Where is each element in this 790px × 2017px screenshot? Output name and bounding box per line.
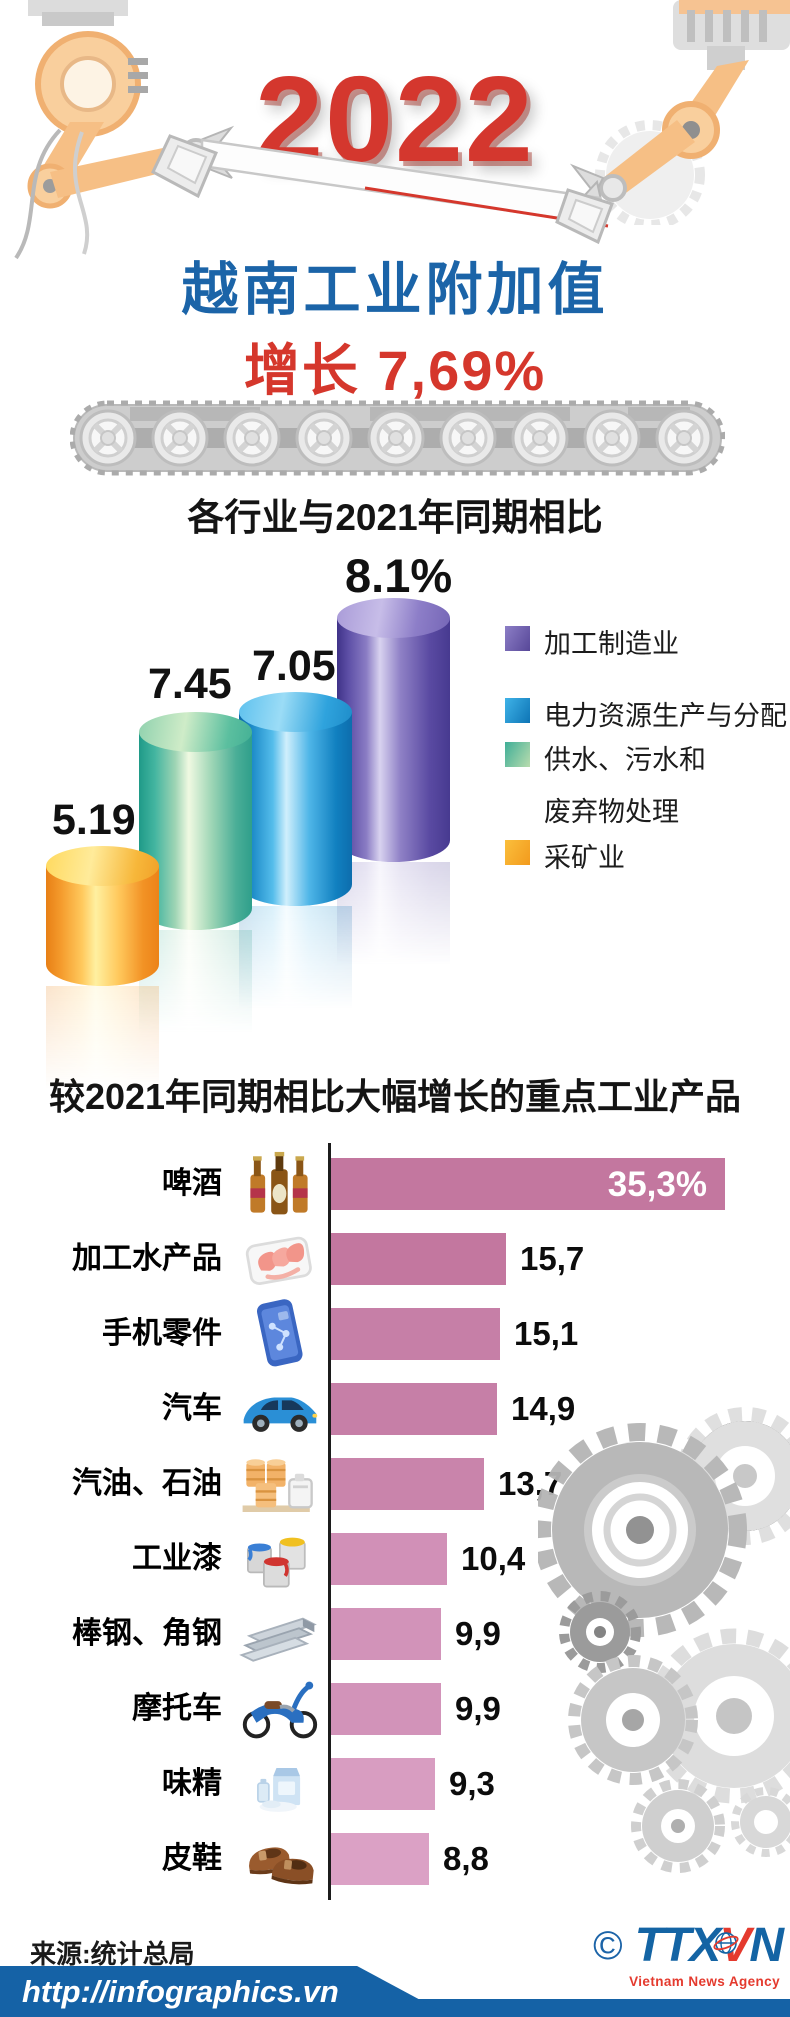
steel-beams-icon	[234, 1597, 324, 1671]
legend-swatch-blue	[505, 698, 530, 723]
infographics-url[interactable]: http://infographics.vn	[22, 1974, 339, 2009]
bar-motorbike	[331, 1683, 441, 1735]
logo-ttx: TTX	[634, 1919, 722, 1972]
main-title: 越南工业附加值	[181, 258, 609, 322]
bar-row-msg: 味精 9,3	[0, 1757, 790, 1812]
bar-row-seafood: 加工水产品 15,7	[0, 1232, 790, 1286]
copyright-icon: ©	[593, 1924, 623, 1968]
bar-msg	[331, 1758, 435, 1810]
legend-item-electricity: 电力资源生产与分配	[505, 698, 787, 734]
bar-steel	[331, 1608, 441, 1660]
logo-n: N	[749, 1919, 784, 1972]
bar-row-car: 汽车 14,9	[0, 1382, 790, 1436]
logo-v: V	[713, 1922, 751, 1970]
bar-row-beer: 啤酒 35,3%	[0, 1151, 790, 1215]
bar-shoes	[331, 1833, 429, 1885]
legend-item-water-waste: 供水、污水和 废弃物处理	[505, 742, 706, 831]
leather-shoes-icon	[234, 1822, 324, 1896]
bar-chart-axis	[328, 1143, 331, 1900]
growth-title: 增长 7,69%	[243, 339, 547, 402]
tank-tread-icon	[70, 400, 725, 476]
bar-phone-parts	[331, 1308, 500, 1360]
right-robot-arm-icon	[569, 0, 790, 225]
bar-beer: 35,3%	[331, 1158, 725, 1210]
globe-icon	[713, 1932, 739, 1954]
beer-bottles-icon	[234, 1147, 324, 1221]
conveyor-band-icon	[151, 134, 614, 245]
paint-buckets-icon	[234, 1522, 324, 1596]
value-label-water-waste: 7.45	[148, 660, 232, 708]
value-label-electricity: 7.05	[252, 642, 336, 690]
bar-row-motorbike: 摩托车 9,9	[0, 1681, 790, 1739]
bar-row-oil: 汽油、石油 13,7	[0, 1457, 790, 1512]
footer-banner: http://infographics.vn	[0, 1966, 452, 2017]
cylinder-manufacturing	[337, 598, 450, 992]
cylinder-electricity	[239, 692, 352, 1036]
bar-seafood	[331, 1233, 506, 1285]
bar-chart-title: 较2021年同期相比大幅增长的重点工业产品	[48, 1076, 742, 1117]
bar-oil	[331, 1458, 484, 1510]
legend-swatch-purple	[505, 626, 530, 651]
bar-car	[331, 1383, 497, 1435]
ttxvn-logo: © TTX V N Vietnam News Agency	[567, 1919, 784, 1990]
gears-icon	[538, 1407, 790, 1873]
legend-swatch-orange	[505, 840, 530, 865]
bar-row-paint: 工业漆 10,4	[0, 1532, 790, 1588]
legend-swatch-teal	[505, 742, 530, 767]
legend-item-mining: 采矿业	[505, 840, 625, 876]
smartphone-icon	[234, 1297, 324, 1371]
bar-paint	[331, 1533, 447, 1585]
motorbike-icon	[234, 1672, 324, 1746]
legend-item-manufacturing: 加工制造业	[505, 626, 679, 662]
car-icon	[234, 1372, 324, 1446]
bar-row-steel: 棒钢、角钢 9,9	[0, 1607, 790, 1662]
cylinder-mining	[46, 846, 159, 1116]
logo-subtitle: Vietnam News Agency	[629, 1974, 780, 1989]
bar-row-phone-parts: 手机零件 15,1	[0, 1299, 790, 1367]
bar-row-shoes: 皮鞋 8,8	[0, 1832, 790, 1886]
cylinder-chart-title: 各行业与2021年同期相比	[187, 497, 603, 538]
source-text: 来源:统计总局	[30, 1939, 195, 1969]
seafood-tray-icon	[234, 1222, 324, 1296]
msg-carton-icon	[234, 1747, 324, 1821]
value-label-manufacturing: 8.1%	[345, 549, 453, 602]
oil-barrels-icon	[234, 1447, 324, 1521]
value-label-mining: 5.19	[52, 796, 136, 844]
